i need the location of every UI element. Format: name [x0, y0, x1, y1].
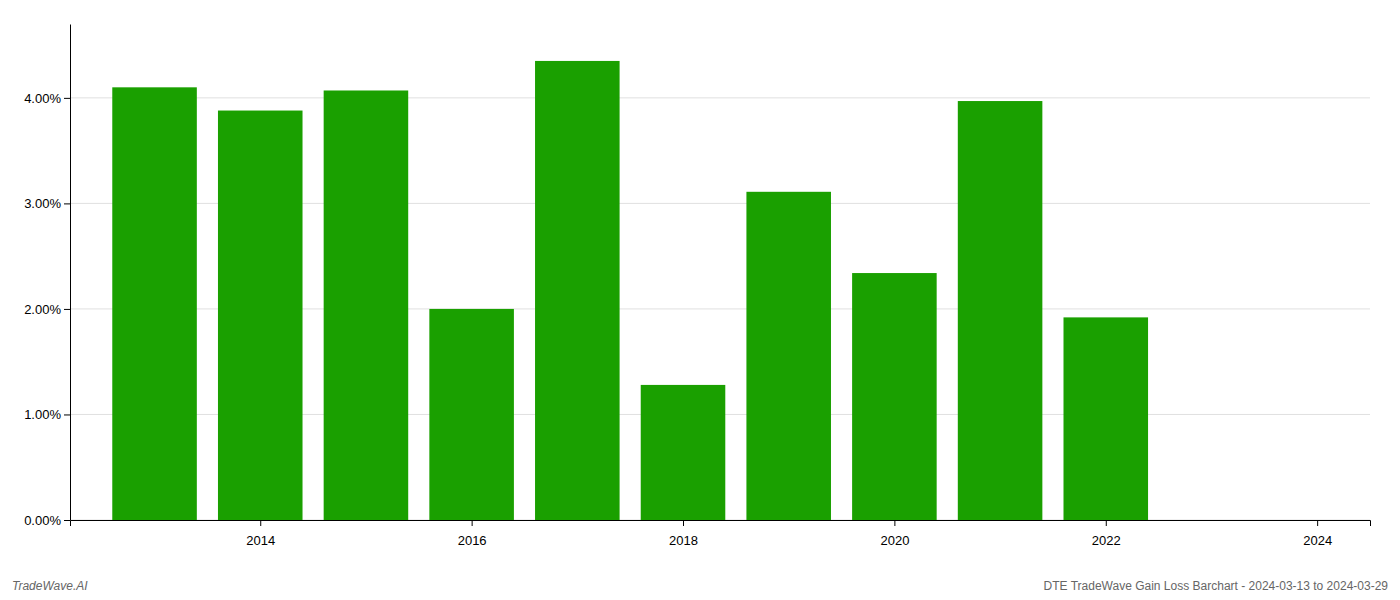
- bar: [852, 273, 937, 520]
- x-tick-label: 2016: [458, 533, 487, 548]
- y-tick-label: 2.00%: [24, 302, 61, 317]
- bar: [958, 101, 1043, 520]
- x-axis: 2014 2016 2018 2020 2022 2024: [71, 520, 1371, 548]
- bar: [1063, 317, 1148, 520]
- y-tick-mark: [64, 414, 70, 415]
- y-tick: 4.00%: [24, 91, 70, 106]
- y-tick-mark: [64, 203, 70, 204]
- y-tick: 1.00%: [24, 407, 70, 422]
- footer-right: DTE TradeWave Gain Loss Barchart - 2024-…: [1044, 579, 1389, 593]
- y-tick-label: 1.00%: [24, 407, 61, 422]
- y-tick-mark: [64, 309, 70, 310]
- y-tick-label: 4.00%: [24, 91, 61, 106]
- bar: [746, 192, 831, 520]
- grid-line: [70, 97, 1370, 98]
- footer: TradeWave.AI DTE TradeWave Gain Loss Barc…: [12, 579, 1388, 593]
- x-tick-label: 2018: [669, 533, 698, 548]
- y-tick: 3.00%: [24, 196, 70, 211]
- y-axis: 0.00% 1.00% 2.00% 3.00% 4.00%: [24, 25, 70, 528]
- y-tick-label: 0.00%: [24, 513, 61, 528]
- x-tick: 2016: [458, 520, 487, 548]
- y-tick-mark: [64, 98, 70, 99]
- x-tick-label: 2022: [1092, 533, 1121, 548]
- x-tick: 2020: [880, 520, 909, 548]
- y-tick: 0.00%: [24, 513, 70, 528]
- x-tick-mark: [894, 520, 895, 526]
- x-tick: 2014: [246, 520, 275, 548]
- bar: [641, 385, 726, 520]
- y-tick-mark: [64, 520, 70, 521]
- y-tick-label: 3.00%: [24, 196, 61, 211]
- grid: [70, 98, 1370, 520]
- x-tick-mark: [1317, 520, 1318, 526]
- footer-left: TradeWave.AI: [12, 579, 88, 593]
- x-tick-mark: [1106, 520, 1107, 526]
- x-tick-mark: [683, 520, 684, 526]
- y-axis-line: [70, 25, 71, 521]
- bars: [112, 61, 1148, 520]
- x-tick-mark: [472, 520, 473, 526]
- x-tick-label: 2014: [246, 533, 275, 548]
- x-axis-line: [71, 521, 1371, 527]
- bar: [218, 111, 303, 520]
- chart: 2014 2016 2018 2020 2022 2024 0.00% 1.00% 2.00% 3…: [0, 0, 1400, 600]
- bar: [324, 90, 409, 520]
- x-tick-label: 2024: [1303, 533, 1332, 548]
- x-tick-mark: [260, 520, 261, 526]
- y-tick: 2.00%: [24, 302, 70, 317]
- x-tick-label: 2020: [880, 533, 909, 548]
- x-tick: 2022: [1092, 520, 1121, 548]
- x-tick: 2018: [669, 520, 698, 548]
- bar: [429, 309, 514, 520]
- bar: [535, 61, 620, 520]
- x-tick: 2024: [1303, 520, 1332, 548]
- bar: [112, 87, 197, 520]
